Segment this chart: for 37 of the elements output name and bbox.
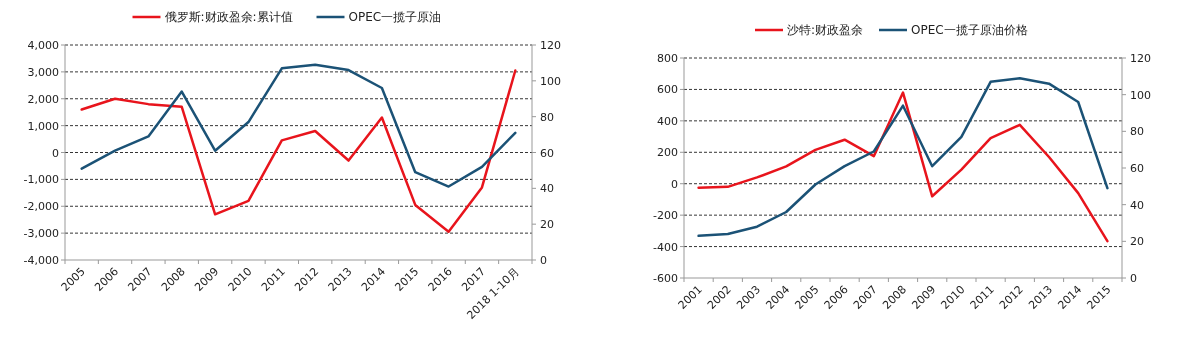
y2-tick-label: 40: [540, 182, 554, 196]
legend-label: OPEC一揽子原油: [348, 10, 442, 24]
y-tick-label: 200: [657, 146, 678, 160]
y-tick-label: -600: [653, 272, 678, 285]
y2-tick-label: 120: [540, 39, 561, 52]
y-tick-label: 0: [671, 177, 678, 191]
y-tick-label: -2,000: [23, 200, 59, 214]
y2-tick-label: 100: [540, 74, 561, 88]
line-series: [80, 69, 517, 234]
y-tick-label: 1,000: [27, 119, 59, 133]
y2-tick-label: 80: [540, 110, 554, 124]
y-tick-label: -400: [653, 240, 678, 254]
y-tick-label: -4,000: [23, 254, 59, 267]
y-tick-label: -200: [653, 209, 678, 223]
y2-tick-label: 0: [1130, 272, 1137, 285]
y-tick-label: 4,000: [27, 39, 59, 52]
y-tick-label: 3,000: [27, 65, 59, 79]
y-tick-label: 600: [657, 83, 678, 97]
y2-tick-label: 60: [540, 146, 554, 160]
y2-tick-label: 80: [1130, 125, 1144, 139]
legend-label: 俄罗斯:财政盈余:累计值: [164, 10, 293, 24]
y-tick-label: -1,000: [23, 173, 59, 187]
y-tick-label: 400: [657, 114, 678, 128]
y2-tick-label: 0: [540, 254, 547, 267]
y2-tick-label: 60: [1130, 162, 1144, 175]
legend-label: OPEC一揽子原油价格: [911, 23, 1028, 37]
y2-tick-label: 20: [540, 218, 554, 232]
y-tick-label: -3,000: [23, 227, 59, 241]
y2-tick-label: 20: [1130, 235, 1144, 249]
line-series: [80, 63, 517, 188]
y-tick-label: 2,000: [27, 92, 59, 106]
y2-tick-label: 120: [1130, 52, 1151, 65]
y2-tick-label: 40: [1130, 198, 1144, 212]
legend-label: 沙特:财政盈余: [787, 23, 864, 37]
y2-tick-label: 100: [1130, 88, 1151, 102]
y-tick-label: 800: [657, 52, 678, 65]
y-tick-label: 0: [52, 146, 59, 160]
